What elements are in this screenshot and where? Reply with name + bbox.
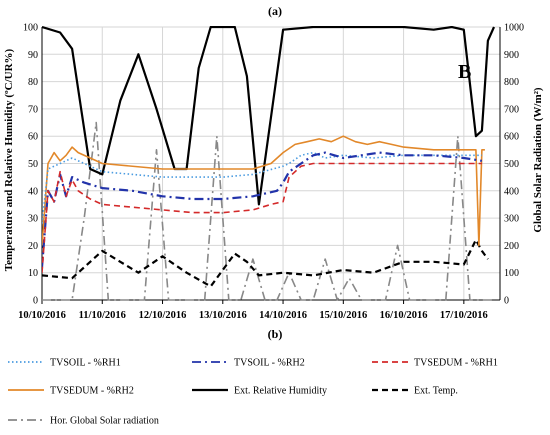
- legend-label: TVSOIL - %RH1: [50, 358, 121, 369]
- series-line-tvsedum-rh1: [42, 162, 482, 273]
- left-tick-label: 0: [33, 296, 38, 307]
- x-tick-label: 10/10/2016: [18, 310, 66, 321]
- x-tick-label: 12/10/2016: [139, 310, 187, 321]
- series-line-hor-global-solar-radiation: [42, 121, 494, 301]
- right-tick-label: 300: [504, 214, 519, 225]
- left-tick-label: 10: [28, 268, 38, 279]
- x-tick-label: 15/10/2016: [319, 310, 367, 321]
- left-tick-label: 80: [28, 77, 38, 88]
- legend-label: TVSEDUM - %RH1: [414, 358, 498, 369]
- right-tick-label: 100: [504, 268, 519, 279]
- right-tick-label: 700: [504, 104, 519, 115]
- left-tick-label: 70: [28, 104, 38, 115]
- left-axis-title: Temperature and Relative Humidity (ºC/UR…: [3, 48, 15, 271]
- series-line-tvsoil-rh2: [42, 151, 483, 268]
- top-caption: (a): [268, 4, 282, 18]
- right-tick-label: 800: [504, 77, 519, 88]
- legend-label: TVSEDUM - %RH2: [50, 386, 134, 397]
- x-tick-label: 16/10/2016: [380, 310, 428, 321]
- x-tick-label: 13/10/2016: [199, 310, 247, 321]
- left-tick-label: 20: [28, 241, 38, 252]
- x-tick-label: 11/10/2016: [79, 310, 126, 321]
- right-tick-label: 900: [504, 50, 519, 61]
- left-tick-label: 90: [28, 50, 38, 61]
- series-line-tvsedum-rh2: [42, 135, 485, 247]
- series-line-ext-temp: [42, 238, 489, 288]
- left-tick-label: 40: [28, 186, 38, 197]
- plot-area: 0102030405060708090100010020030040050060…: [18, 23, 524, 322]
- legend-label: TVSOIL - %RH2: [234, 358, 305, 369]
- legend-label: Ext. Temp.: [414, 386, 458, 397]
- right-tick-label: 500: [504, 159, 519, 170]
- series-line-tvsoil-rh1: [42, 151, 482, 224]
- right-tick-label: 0: [504, 296, 509, 307]
- x-tick-label: 14/10/2016: [259, 310, 307, 321]
- panel-label: B: [458, 61, 471, 83]
- left-tick-label: 100: [23, 23, 38, 34]
- legend-label: Hor. Global Solar radiation: [50, 416, 159, 427]
- left-tick-label: 30: [28, 214, 38, 225]
- right-tick-label: 400: [504, 186, 519, 197]
- legend-label: Ext. Relative Humidity: [234, 386, 327, 397]
- right-tick-label: 200: [504, 241, 519, 252]
- legend: TVSOIL - %RH1 TVSOIL - %RH2 TVSEDUM - %RH1…: [8, 358, 498, 427]
- series-line-ext-relative-humidity: [42, 26, 496, 206]
- series-group: [42, 26, 496, 301]
- left-tick-label: 60: [28, 132, 38, 143]
- x-tick-label: 17/10/2016: [440, 310, 488, 321]
- right-tick-label: 1000: [504, 23, 524, 34]
- right-tick-label: 600: [504, 132, 519, 143]
- bottom-caption: (b): [268, 327, 283, 341]
- left-tick-label: 50: [28, 159, 38, 170]
- right-axis-title: Global Solar Radiation (W/m²): [532, 87, 544, 233]
